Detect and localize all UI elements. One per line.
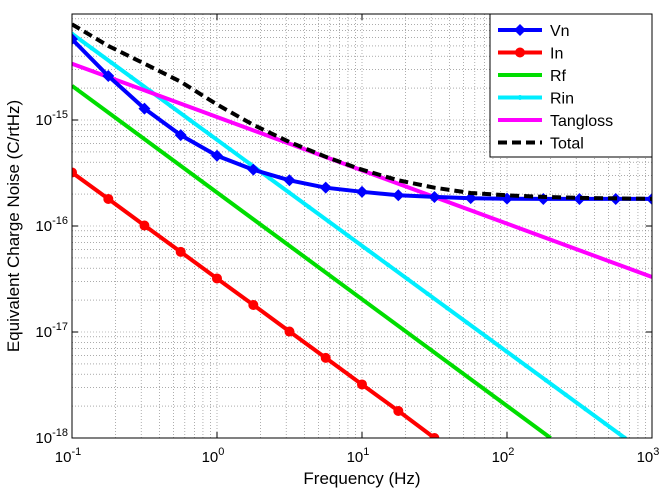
data-point-rin [543,378,549,383]
x-tick-label: 103 [637,446,660,466]
legend-box [489,13,653,158]
legend-label: Total [550,136,584,153]
y-tick-label: 10-18 [35,427,68,447]
data-point-in [212,273,222,284]
data-point-rin [306,204,312,210]
data-point-rin [267,175,272,181]
legend-entry-in: In [498,46,563,63]
y-tick-label: 10-17 [35,321,68,341]
data-point-in [357,379,367,390]
data-point-vn [138,102,151,115]
data-point-rin [247,161,252,166]
x-tick-label: 10-1 [55,446,81,466]
series-total [72,22,652,201]
data-point-vn [283,174,296,187]
legend-label: Rf [550,68,567,85]
legend-label: Tangloss [550,113,613,130]
legend-label: In [550,46,563,63]
data-point-rin [425,291,430,296]
y-tick-label: 10-15 [35,109,68,129]
data-point-vn [646,192,652,205]
data-point-vn [319,181,332,194]
legend: Vn In Rf Rin Tangloss Total [489,13,653,158]
data-point-vn [356,185,368,198]
data-point-rin [622,435,628,438]
x-axis-label: Frequency (Hz) [303,469,420,488]
data-point-rin [129,74,134,80]
data-point-in [284,326,295,337]
data-point-rin [227,147,233,152]
data-point-vn [72,33,78,46]
axis-ticks: 10-1 100 101 102 103 10-18 10-17 10-16 10-15 [35,13,660,466]
data-point-rin [444,305,450,311]
data-point-rin [484,334,489,340]
data-point-rin [168,103,173,109]
data-point-rin [188,118,193,123]
data-point-rin [583,406,588,412]
data-point-rin [89,46,94,51]
data-point-rin [208,132,213,138]
data-point-in [248,299,259,310]
series-line-total [72,22,652,201]
legend-marker [515,47,525,58]
data-point-in [320,352,331,363]
legend-label: Rin [550,91,574,108]
legend-entry-rf: Rf [498,68,567,85]
data-point-in [103,193,114,204]
series-rf [72,84,552,438]
x-tick-label: 100 [202,446,225,466]
data-point-in [175,246,186,257]
data-point-rin [385,262,391,267]
legend-marker [514,24,526,36]
data-point-rin [464,320,470,325]
series-in [72,167,440,438]
legend-entry-rin: Rin [498,91,574,108]
data-point-rin [109,60,114,65]
data-point-vn [392,189,405,202]
data-point-vn [174,129,187,142]
y-tick-label: 10-16 [35,215,68,235]
data-point-rin [286,190,292,195]
data-point-in [139,220,150,231]
x-tick-label: 101 [347,446,370,466]
data-point-rin [563,392,568,397]
data-point-rin [602,421,608,426]
series-rin [72,31,628,438]
data-point-rin [523,363,529,369]
legend-marker [517,95,523,100]
series-lines [72,22,652,438]
data-point-rin [504,349,509,354]
data-point-vn [247,163,260,176]
x-tick-label: 102 [492,446,515,466]
data-point-rin [405,277,410,282]
series-line-rf [72,84,552,438]
data-point-in [429,433,440,438]
y-axis-label: Equivalent Charge Noise (C/rtHz) [4,100,23,352]
data-point-rin [346,233,351,239]
data-point-vn [428,190,441,203]
data-point-vn [102,70,115,83]
data-point-in [72,167,77,178]
legend-label: Vn [550,23,570,40]
data-point-in [393,405,404,416]
legend-entry-total: Total [498,136,584,153]
data-point-rin [365,248,371,253]
legend-entry-vn: Vn [498,23,570,40]
data-point-rin [326,219,331,224]
legend-entry-tangloss: Tangloss [498,113,613,130]
data-point-vn [211,149,223,162]
